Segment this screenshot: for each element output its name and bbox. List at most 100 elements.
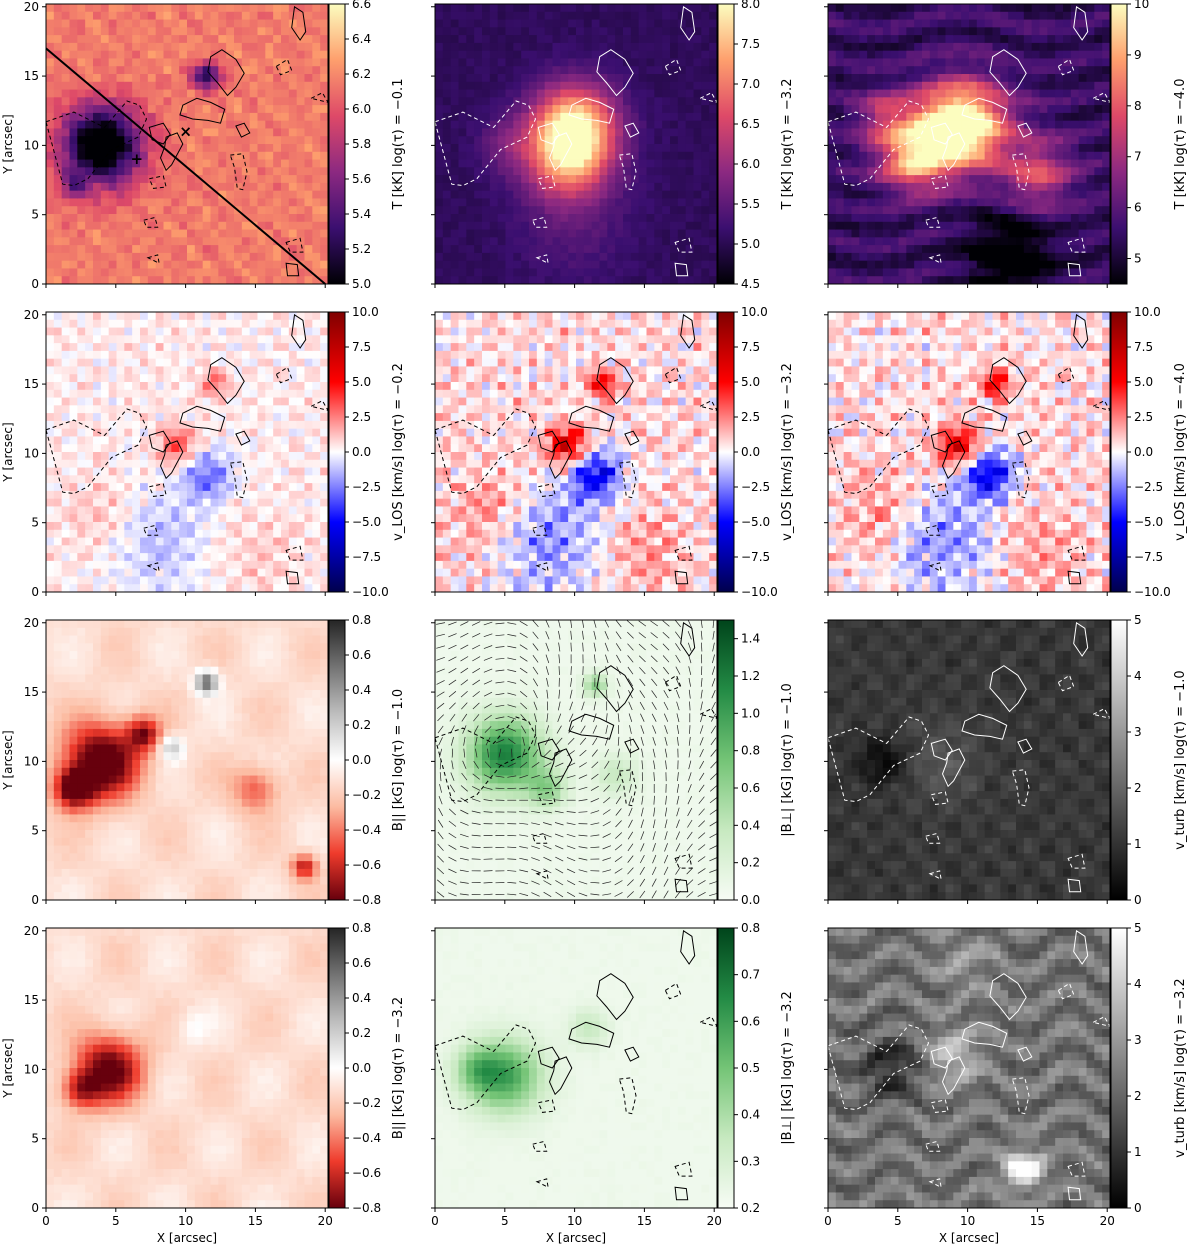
heatmap-cell: [69, 358, 78, 368]
heatmap-cell: [202, 514, 212, 523]
heatmap-cell: [124, 66, 133, 75]
heatmap-cell: [296, 268, 306, 277]
heatmap-cell: [61, 105, 71, 114]
heatmap-cell: [937, 237, 947, 246]
heatmap-cell: [898, 237, 907, 246]
heatmap-cell: [1102, 198, 1110, 207]
heatmap-cell: [529, 190, 538, 200]
heatmap-cell: [607, 4, 616, 13]
heatmap-cell: [1086, 112, 1095, 122]
heatmap-cell: [61, 522, 71, 531]
heatmap-cell: [179, 529, 188, 539]
heatmap-cell: [914, 229, 923, 238]
heatmap-cell: [638, 74, 648, 83]
heatmap-cell: [851, 252, 860, 262]
heatmap-cell: [953, 66, 962, 75]
heatmap-cell: [693, 221, 702, 231]
heatmap-cell: [163, 128, 172, 137]
heatmap-cell: [288, 206, 298, 215]
heatmap-cell: [218, 382, 227, 391]
heatmap-cell: [497, 81, 507, 91]
heatmap-cell: [630, 198, 640, 207]
heatmap-cell: [116, 522, 125, 531]
heatmap-cell: [202, 89, 212, 98]
heatmap-cell: [828, 81, 837, 91]
heatmap-cell: [882, 42, 892, 52]
heatmap-cell: [132, 35, 141, 44]
heatmap-cell: [171, 252, 180, 262]
heatmap-cell: [108, 198, 118, 207]
heatmap-cell: [116, 229, 125, 238]
heatmap-cell: [670, 89, 679, 98]
heatmap-cell: [179, 229, 188, 238]
heatmap-cell: [536, 105, 546, 114]
heatmap-cell: [312, 229, 321, 238]
heatmap-cell: [218, 319, 227, 329]
heatmap-cell: [552, 151, 561, 161]
heatmap-cell: [442, 66, 452, 75]
heatmap-cell: [536, 237, 546, 246]
heatmap-cell: [226, 182, 235, 192]
heatmap-cell: [450, 237, 460, 246]
heatmap-cell: [132, 366, 141, 375]
heatmap-cell: [835, 190, 845, 200]
heatmap-cell: [458, 214, 467, 223]
heatmap-cell: [273, 245, 282, 254]
heatmap-cell: [296, 50, 306, 60]
heatmap-cell: [630, 89, 640, 98]
heatmap-cell: [163, 74, 172, 83]
heatmap-cell: [914, 276, 923, 284]
heatmap-cell: [304, 245, 313, 254]
heatmap-cell: [249, 343, 259, 352]
heatmap-cell: [140, 335, 149, 344]
heatmap-cell: [69, 319, 78, 329]
heatmap-cell: [599, 214, 608, 223]
heatmap-cell: [859, 214, 868, 223]
heatmap-cell: [505, 27, 514, 36]
heatmap-cell: [992, 221, 1001, 231]
heatmap-cell: [226, 136, 235, 145]
heatmap-cell: [1016, 112, 1025, 122]
heatmap-cell: [497, 97, 507, 106]
heatmap-cell: [93, 120, 102, 130]
heatmap-cell: [155, 19, 165, 28]
heatmap-cell: [77, 413, 86, 422]
heatmap-cell: [53, 97, 63, 106]
heatmap-cell: [615, 221, 624, 231]
heatmap-cell: [1078, 81, 1088, 91]
heatmap-cell: [466, 144, 475, 153]
heatmap-cell: [108, 366, 118, 375]
heatmap-cell: [1102, 97, 1110, 106]
heatmap-cell: [163, 245, 172, 254]
heatmap-cell: [709, 19, 717, 28]
heatmap-cell: [701, 97, 710, 106]
heatmap-cell: [187, 350, 196, 360]
heatmap-cell: [1070, 19, 1080, 28]
heatmap-cell: [187, 467, 196, 476]
heatmap-cell: [257, 245, 266, 254]
contour-solid: [548, 132, 573, 172]
heatmap-cell: [108, 58, 118, 67]
heatmap-cell: [450, 105, 460, 114]
heatmap-cell: [1000, 167, 1009, 176]
heatmap-cell: [544, 74, 554, 83]
heatmap-cell: [662, 268, 671, 277]
heatmap-cell: [685, 105, 695, 114]
heatmap-cell: [108, 268, 118, 277]
heatmap-cell: [155, 529, 165, 539]
heatmap-cell: [171, 335, 180, 344]
heatmap-cell: [969, 42, 978, 52]
heatmap-cell: [607, 35, 616, 44]
heatmap-cell: [709, 175, 717, 184]
heatmap-cell: [969, 50, 978, 60]
heatmap-cell: [992, 175, 1001, 184]
heatmap-cell: [638, 198, 648, 207]
heatmap-cell: [187, 35, 196, 44]
heatmap-cell: [701, 206, 710, 215]
heatmap-cell: [505, 151, 514, 161]
heatmap-cell: [1039, 42, 1048, 52]
heatmap-cell: [961, 214, 970, 223]
heatmap-cell: [638, 128, 648, 137]
heatmap-cell: [882, 214, 892, 223]
heatmap-cell: [163, 529, 172, 539]
